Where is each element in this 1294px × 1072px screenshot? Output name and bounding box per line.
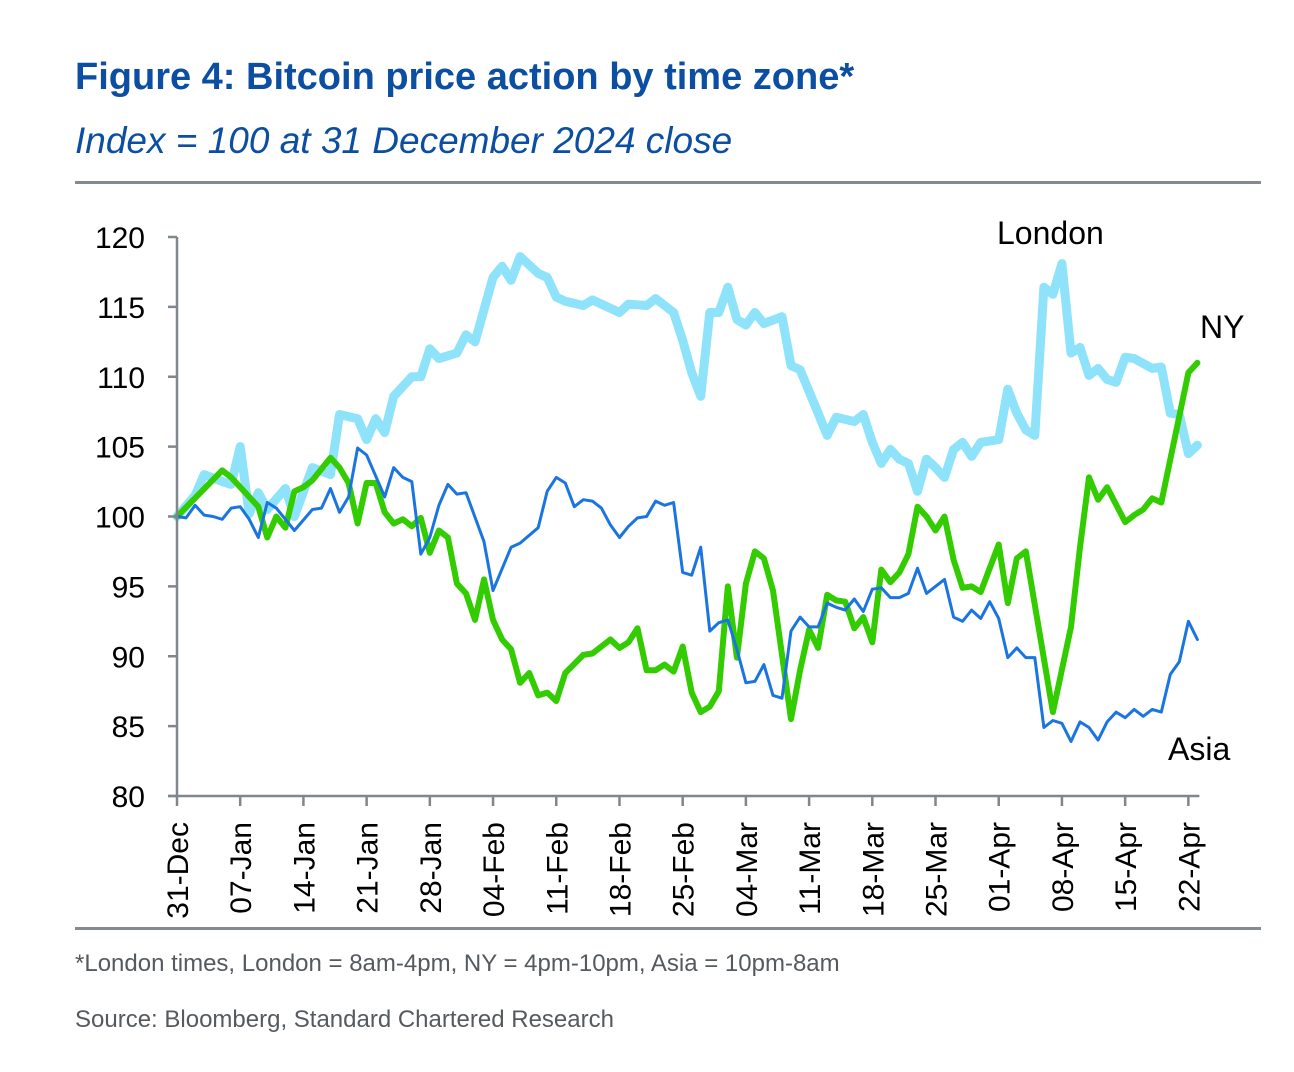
bottom-divider: [75, 927, 1261, 930]
x-tick-label: 11-Feb: [541, 822, 574, 915]
series-line-london: [172, 252, 1202, 521]
y-tick-label: 100: [95, 502, 145, 535]
y-tick-label: 105: [95, 432, 145, 465]
top-divider: [75, 181, 1261, 184]
x-tick-label: 28-Jan: [415, 822, 448, 914]
series-asia: [175, 446, 1199, 743]
series-ny: [174, 359, 1201, 723]
x-tick-label: 14-Jan: [288, 822, 321, 914]
y-tick-label: 85: [112, 711, 145, 744]
x-tick-label: 01-Apr: [984, 822, 1017, 912]
x-tick-label: 18-Mar: [857, 822, 890, 917]
x-tick-label: 04-Mar: [731, 822, 764, 917]
x-tick-label: 18-Feb: [604, 822, 637, 917]
series-label-asia: Asia: [1168, 731, 1230, 767]
series-label-ny: NY: [1200, 309, 1244, 345]
x-tick-label: 25-Feb: [668, 822, 701, 917]
series-label-london: London: [997, 215, 1104, 251]
source-note: Source: Bloomberg, Standard Chartered Re…: [75, 1006, 614, 1033]
footnote: *London times, London = 8am-4pm, NY = 4p…: [75, 950, 840, 977]
y-tick-label: 80: [112, 781, 145, 814]
chart-title: Figure 4: Bitcoin price action by time z…: [75, 56, 855, 98]
x-tick-label: 25-Mar: [921, 822, 954, 917]
x-tick-label: 07-Jan: [225, 822, 258, 914]
x-tick-label: 11-Mar: [794, 822, 827, 915]
series-line-asia: [175, 446, 1199, 743]
series-layer: [172, 252, 1202, 743]
series-line-ny: [174, 359, 1201, 723]
x-tick-label: 04-Feb: [478, 822, 511, 917]
x-tick-label: 08-Apr: [1047, 822, 1080, 912]
series-labels: London NY Asia: [997, 215, 1244, 767]
series-london: [172, 252, 1202, 521]
y-tick-label: 90: [112, 641, 145, 674]
x-tick-label: 21-Jan: [352, 822, 385, 914]
x-tick-label: 15-Apr: [1110, 822, 1143, 912]
y-tick-label: 120: [95, 222, 145, 255]
axes: 80 85 90 95 100 105 110 115 120 31-Dec 07-Jan 14-Ja…: [95, 222, 1206, 919]
x-tick-label: 31-Dec: [162, 822, 195, 919]
y-tick-label: 110: [97, 362, 145, 395]
y-tick-label: 115: [97, 292, 145, 325]
y-tick-label: 95: [112, 571, 145, 604]
x-tick-label: 22-Apr: [1173, 822, 1206, 912]
chart-subtitle: Index = 100 at 31 December 2024 close: [75, 120, 733, 161]
